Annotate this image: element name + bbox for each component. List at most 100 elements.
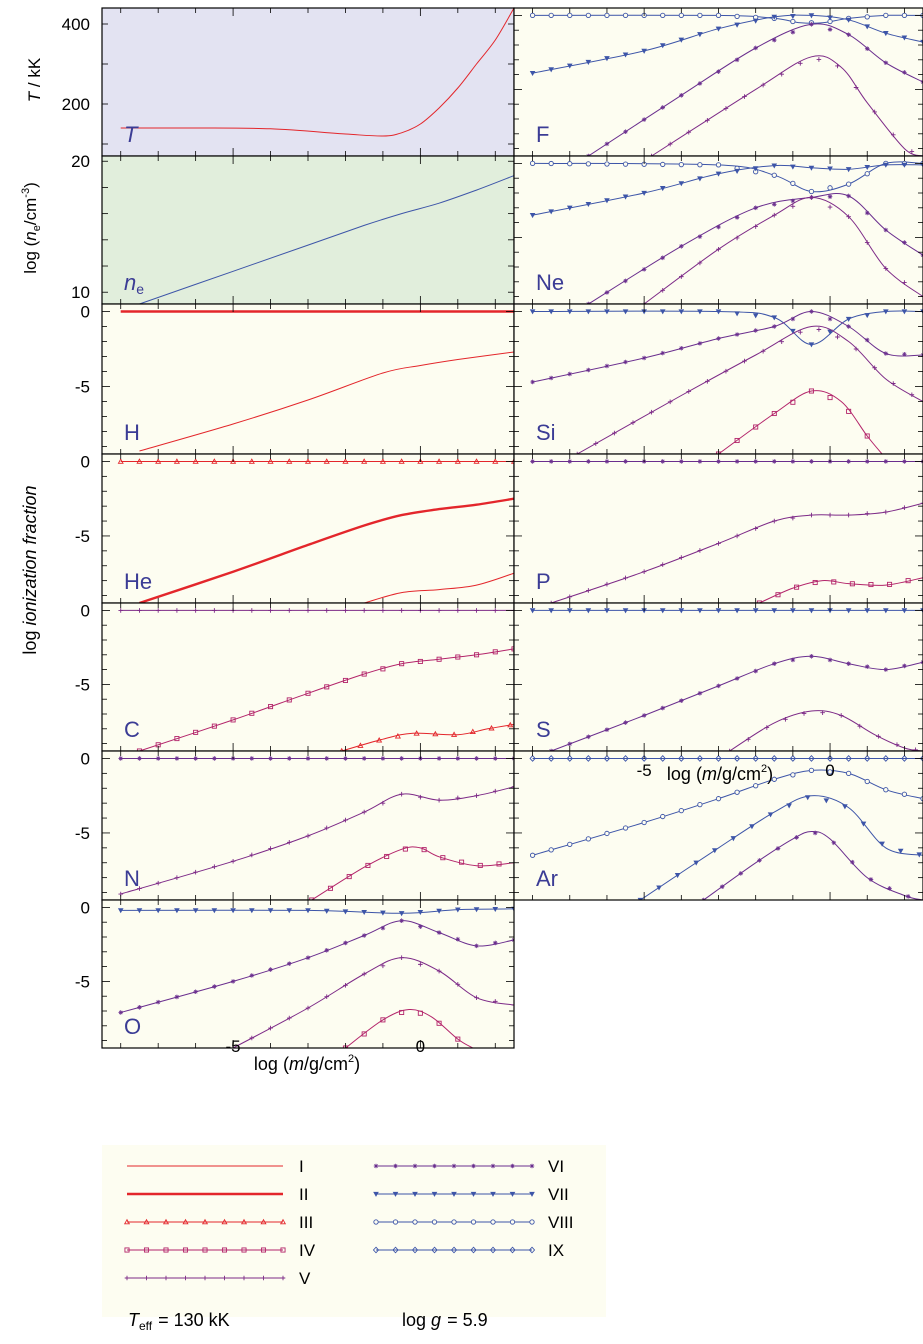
marker-vii (693, 860, 700, 866)
marker-vi (286, 961, 292, 966)
marker-vi (790, 459, 796, 464)
marker-v (230, 858, 236, 864)
marker-v (716, 246, 721, 252)
marker-v (305, 833, 311, 839)
marker-ix (529, 755, 536, 762)
marker-viii (734, 789, 740, 795)
marker-iii (267, 458, 274, 464)
marker-vi (790, 198, 796, 204)
series-line-iv (718, 390, 883, 454)
legend-item-ii: II (127, 1185, 308, 1204)
marker-v (436, 797, 442, 803)
marker-vi (137, 756, 142, 761)
legend-marker (162, 1218, 170, 1225)
legend-marker (431, 1246, 438, 1254)
marker-vi (567, 371, 573, 377)
marker-iv (305, 690, 311, 696)
marker-iii (230, 458, 237, 464)
legend-marker (412, 1163, 418, 1169)
marker-vi (660, 105, 666, 110)
marker-vii (790, 164, 796, 170)
panel-c: C (101, 602, 515, 752)
marker-vi (846, 661, 851, 666)
marker-vii (734, 311, 740, 317)
series-group (529, 608, 923, 751)
marker-viii (697, 802, 703, 808)
marker-vi (831, 840, 837, 846)
marker-v (474, 793, 479, 798)
marker-iv (365, 862, 371, 868)
marker-vii (883, 162, 889, 168)
marker-iv (380, 666, 386, 672)
marker-vi (623, 129, 628, 135)
marker-v (436, 968, 442, 974)
marker-v (660, 562, 666, 567)
marker-viii (567, 12, 573, 19)
marker-vi (734, 215, 740, 220)
legend-label: VI (548, 1157, 564, 1176)
marker-vi (716, 683, 721, 689)
marker-v (771, 212, 777, 218)
marker-viii (827, 185, 833, 191)
marker-vi (604, 727, 610, 732)
y-tick-label: -5 (75, 675, 90, 694)
series-group (120, 8, 514, 137)
marker-v (853, 85, 859, 90)
series-group (120, 310, 514, 452)
marker-v (305, 608, 311, 613)
ne-ylabel: log (ne/cm-3) (20, 182, 43, 274)
legend-label: II (299, 1185, 308, 1204)
panel-si: Si (513, 303, 923, 455)
legend-item-vii: VII (373, 1185, 569, 1204)
marker-vii (604, 198, 610, 204)
marker-v (723, 106, 729, 111)
marker-vi (679, 459, 684, 464)
legend-marker (529, 1163, 535, 1169)
marker-vii (192, 908, 199, 914)
series-group (529, 160, 923, 304)
marker-iv (794, 584, 800, 590)
marker-v (846, 512, 851, 518)
panel-o: O (101, 899, 515, 1049)
marker-viii (529, 160, 536, 167)
legend-marker (411, 1246, 419, 1254)
y-tick-label: 400 (62, 15, 90, 34)
marker-v (909, 392, 915, 398)
marker-v (612, 430, 617, 436)
marker-vi (812, 830, 818, 836)
marker-iii (454, 458, 461, 464)
marker-viii (846, 770, 852, 776)
marker-iv (831, 579, 837, 585)
xlabel-left: log (m/g/cm2) (254, 1053, 360, 1074)
marker-vi (268, 967, 273, 972)
marker-v (511, 784, 514, 790)
marker-viii (846, 181, 852, 187)
legend-marker (261, 1275, 266, 1281)
marker-v (801, 711, 807, 716)
marker-iv (887, 581, 893, 587)
marker-vi (641, 713, 647, 718)
legend-marker (529, 1191, 535, 1197)
marker-vi (850, 859, 855, 865)
marker-vi (902, 351, 907, 357)
marker-iv (812, 579, 818, 586)
marker-vi (864, 459, 870, 464)
marker-vii (864, 608, 871, 614)
legend-marker (451, 1219, 457, 1225)
marker-iv (268, 704, 274, 710)
marker-vii (749, 824, 755, 830)
marker-v (324, 825, 330, 831)
marker-iv (421, 847, 427, 853)
legend-marker (373, 1219, 379, 1225)
marker-vii (845, 167, 852, 173)
marker-v (883, 266, 889, 271)
marker-v (641, 569, 647, 575)
marker-iii (379, 458, 386, 464)
marker-iv (496, 861, 502, 867)
marker-iii (136, 458, 143, 464)
marker-vii (622, 52, 629, 58)
marker-viii (548, 847, 554, 853)
marker-vi (679, 698, 684, 703)
marker-v (913, 747, 918, 751)
